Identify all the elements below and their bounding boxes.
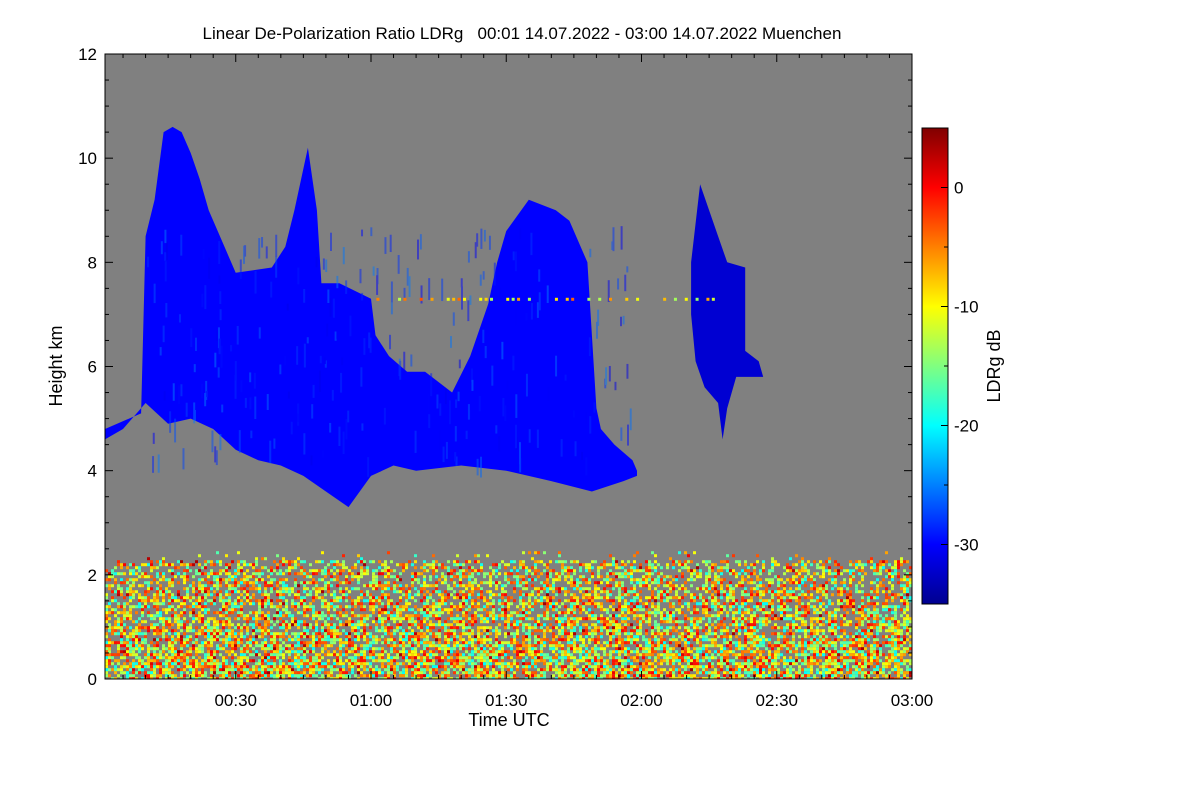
colorbar-tick-label: -20 [954,417,979,436]
y-axis-label: Height km [46,325,66,406]
chart-title: Linear De-Polarization Ratio LDRg 00:01 … [203,24,842,43]
aerosol-layer [105,551,912,679]
colorbar: 0 -10 -20 -30 LDRg dB [921,127,1004,605]
x-tick-label: 02:00 [620,691,663,710]
x-axis-label: Time UTC [468,710,549,730]
x-tick-label: 03:00 [891,691,934,710]
x-tick-label: 00:30 [214,691,257,710]
colorbar-tick-label: -30 [954,536,979,555]
x-tick-label: 01:00 [350,691,393,710]
colorbar-tick-label: 0 [954,179,963,198]
cirrus-cloud-secondary [691,184,764,440]
x-axis: 00:30 01:00 01:30 02:00 02:30 03:00 [122,54,934,710]
x-tick-label: 01:30 [485,691,528,710]
y-axis: 0 2 4 6 8 10 12 [78,45,912,689]
colorbar-ticks: 0 -10 -20 -30 [941,127,979,605]
y-tick-label: 4 [88,462,97,481]
colorbar-tick-label: -10 [954,298,979,317]
y-tick-label: 8 [88,253,97,272]
heatmap-layer [105,126,912,679]
thin-layer-line [376,297,715,301]
y-tick-label: 12 [78,45,97,64]
y-tick-label: 0 [88,670,97,689]
plot-area [104,53,913,680]
y-tick-label: 10 [78,149,97,168]
colorbar-label: LDRg dB [984,329,1004,402]
cloud-texture [147,226,632,478]
y-tick-label: 2 [88,566,97,585]
colorbar-gradient [921,127,949,605]
y-tick-label: 6 [88,358,97,377]
x-tick-label: 02:30 [755,691,798,710]
